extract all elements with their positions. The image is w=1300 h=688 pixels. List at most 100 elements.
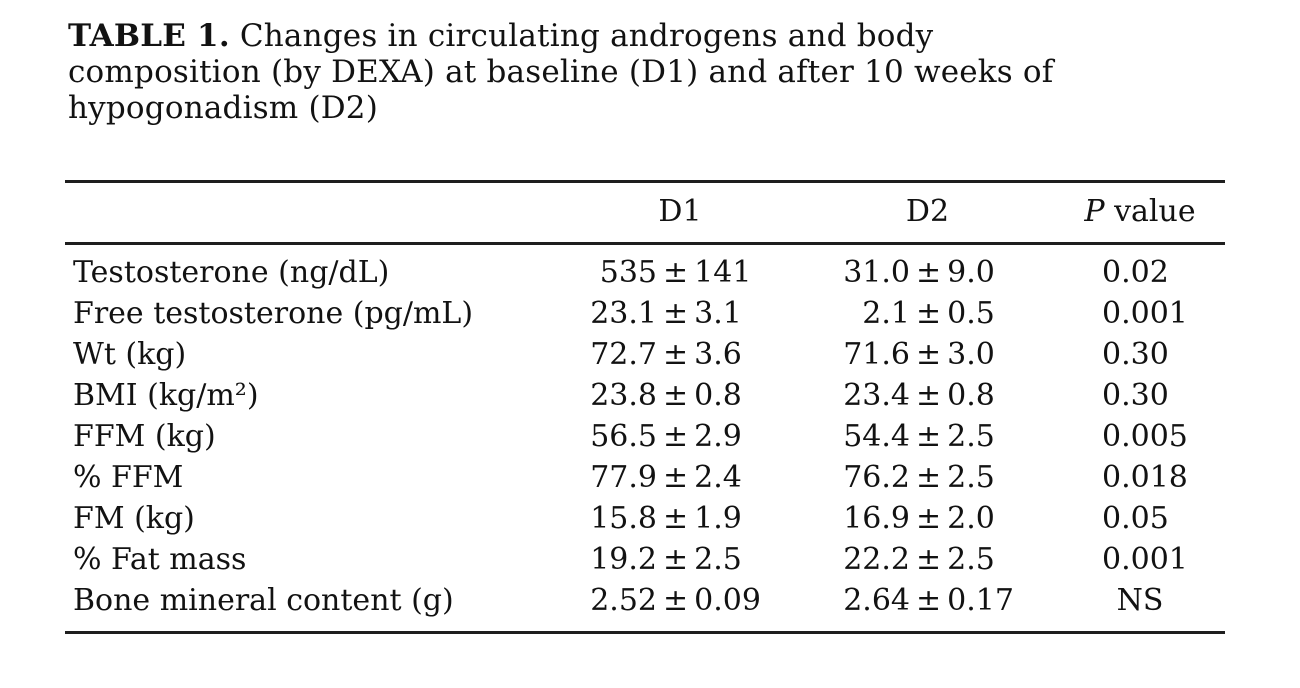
d1-mean: 23.8 [590,378,657,413]
d2-value-cell: 23.4 ±0.8 [800,375,1055,416]
p-value-header-rest: value [1104,194,1196,229]
plus-minus-symbol: ± [663,255,689,290]
plus-minus-symbol: ± [663,337,689,372]
d1-mean: 77.9 [590,460,657,495]
table-row: Wt (kg) 72.7 ±3.6 71.6 ±3.0 0.30 [65,334,1225,375]
d1-mean: 19.2 [590,542,657,577]
table-caption: TABLE 1. Changes in circulating androgens… [68,18,1228,126]
d1-sd: 141 [694,255,752,290]
table-row: FM (kg) 15.8 ±1.9 16.9 ±2.0 0.05 [65,498,1225,539]
plus-minus-symbol: ± [663,296,689,331]
plus-minus-symbol: ± [916,501,942,536]
d2-sd: 9.0 [947,255,995,290]
p-value-cell: 0.30 [1102,337,1169,372]
d2-sd: 2.5 [947,460,995,495]
d2-sd: 2.0 [947,501,995,536]
table-row: % FFM 77.9 ±2.4 76.2 ±2.5 0.018 [65,457,1225,498]
caption-line-2: composition (by DEXA) at baseline (D1) a… [68,54,1054,90]
d2-mean: 2.64 [843,583,910,618]
d2-value-cell: 76.2 ±2.5 [800,457,1055,498]
d1-mean: 56.5 [590,419,657,454]
plus-minus-symbol: ± [663,501,689,536]
d1-mean: 72.7 [590,337,657,372]
plus-minus-symbol: ± [916,542,942,577]
d2-mean: 31.0 [843,255,910,290]
d2-value-cell: 71.6 ±3.0 [800,334,1055,375]
column-header-d2: D2 [905,194,950,229]
d2-sd: 0.8 [947,378,995,413]
d2-mean: 23.4 [843,378,910,413]
table-body: Testosterone (ng/dL) 535 ±141 31.0 ±9.0 0.… [65,245,1225,631]
d2-value-cell: 16.9 ±2.0 [800,498,1055,539]
d1-value-cell: 535 ±141 [560,252,800,293]
plus-minus-symbol: ± [916,378,942,413]
plus-minus-symbol: ± [663,542,689,577]
d1-value-cell: 23.1 ±3.1 [560,293,800,334]
table-row: Free testosterone (pg/mL) 23.1 ±3.1 2.1 ±0… [65,293,1225,334]
d1-mean: 535 [599,255,657,290]
caption-line-3: hypogonadism (D2) [68,90,379,126]
table-row: % Fat mass 19.2 ±2.5 22.2 ±2.5 0.001 [65,539,1225,580]
p-value-cell: 0.30 [1102,378,1169,413]
d1-sd: 3.6 [694,337,742,372]
p-value-cell: 0.001 [1102,542,1188,577]
table-row: Testosterone (ng/dL) 535 ±141 31.0 ±9.0 0.… [65,252,1225,293]
row-label: Testosterone (ng/dL) [73,255,390,290]
p-value-cell: 0.018 [1102,460,1188,495]
d2-mean: 54.4 [843,419,910,454]
d2-mean: 2.1 [862,296,910,331]
p-value-header-italic-p: P [1084,194,1105,229]
plus-minus-symbol: ± [916,255,942,290]
d2-mean: 76.2 [843,460,910,495]
d1-sd: 0.09 [694,583,761,618]
row-label: FFM (kg) [73,419,216,454]
d1-value-cell: 2.52 ±0.09 [560,580,800,621]
data-table: D1 D2 P value Testosterone (ng/dL) 535 ±1… [65,180,1225,634]
p-value-cell: 0.001 [1102,296,1188,331]
row-label: Bone mineral content (g) [73,583,454,618]
caption-line-1: TABLE 1. Changes in circulating androgens… [68,18,1228,54]
table-top-rule [65,180,1225,183]
table-bottom-rule [65,631,1225,634]
d1-value-cell: 19.2 ±2.5 [560,539,800,580]
column-header-d1: D1 [658,194,702,229]
d1-sd: 2.9 [694,419,742,454]
d1-value-cell: 72.7 ±3.6 [560,334,800,375]
d1-sd: 0.8 [694,378,742,413]
plus-minus-symbol: ± [916,460,942,495]
plus-minus-symbol: ± [663,378,689,413]
d1-sd: 3.1 [694,296,742,331]
d2-value-cell: 31.0 ±9.0 [800,252,1055,293]
d2-value-cell: 2.1 ±0.5 [800,293,1055,334]
plus-minus-symbol: ± [663,419,689,454]
d1-value-cell: 23.8 ±0.8 [560,375,800,416]
d1-mean: 23.1 [590,296,657,331]
d2-mean: 16.9 [843,501,910,536]
plus-minus-symbol: ± [663,583,689,618]
row-label: BMI (kg/m²) [73,378,259,413]
table-row: BMI (kg/m²) 23.8 ±0.8 23.4 ±0.8 0.30 [65,375,1225,416]
p-value-cell: 0.005 [1102,419,1188,454]
d1-sd: 2.4 [694,460,742,495]
d2-mean: 22.2 [843,542,910,577]
table-mid-rule [65,242,1225,245]
d2-value-cell: 22.2 ±2.5 [800,539,1055,580]
plus-minus-symbol: ± [916,583,942,618]
d1-mean: 15.8 [590,501,657,536]
plus-minus-symbol: ± [663,460,689,495]
p-value-cell: 0.02 [1102,255,1169,290]
d2-sd: 2.5 [947,419,995,454]
caption-line-1-text: Changes in circulating androgens and bod… [239,18,934,54]
plus-minus-symbol: ± [916,337,942,372]
d2-sd: 3.0 [947,337,995,372]
p-value-cell: 0.05 [1102,501,1169,536]
d1-sd: 2.5 [694,542,742,577]
row-label: % FFM [73,460,184,495]
d2-sd: 2.5 [947,542,995,577]
row-label: Wt (kg) [73,337,187,372]
table-row: Bone mineral content (g) 2.52 ±0.09 2.64 ±… [65,580,1225,621]
p-value-cell: NS [1116,583,1164,618]
d1-value-cell: 56.5 ±2.9 [560,416,800,457]
table-row: FFM (kg) 56.5 ±2.9 54.4 ±2.5 0.005 [65,416,1225,457]
